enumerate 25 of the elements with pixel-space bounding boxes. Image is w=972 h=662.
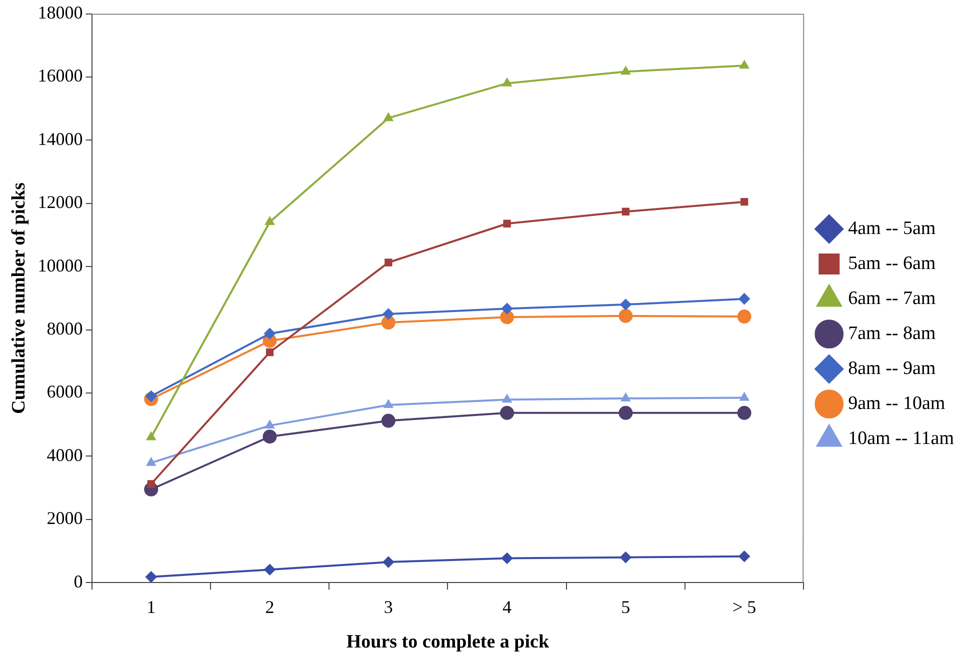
- y-tick-label: 8000: [46, 318, 83, 339]
- y-tick-label: 18000: [38, 2, 83, 23]
- y-tick-label: 14000: [38, 128, 83, 149]
- y-tick-label: 0: [74, 571, 83, 592]
- legend-label: 6am -- 7am: [848, 288, 936, 309]
- y-tick-label: 16000: [38, 66, 83, 86]
- legend-label: 7am -- 8am: [848, 322, 936, 344]
- y-tick-label: 6000: [46, 382, 83, 402]
- legend-label: 9am -- 10am: [848, 392, 946, 414]
- legend-label: 8am -- 9am: [848, 358, 936, 379]
- y-tick-label: 12000: [38, 192, 83, 212]
- legend-label: 10am -- 11am: [848, 428, 954, 449]
- x-tick-label: 3: [384, 597, 393, 618]
- x-tick-label: 2: [265, 597, 274, 618]
- y-axis-title: Cumulative number of picks: [8, 182, 30, 414]
- x-tick-label: 1: [146, 597, 156, 618]
- x-tick-label: > 5: [732, 597, 756, 618]
- x-tick-label: 4: [502, 597, 512, 618]
- x-axis-title: Hours to complete a pick: [346, 632, 550, 653]
- y-tick-label: 4000: [46, 444, 83, 465]
- x-tick-label: 5: [621, 597, 630, 618]
- y-tick-label: 2000: [46, 508, 83, 528]
- y-tick-label: 10000: [38, 255, 83, 276]
- legend-label: 5am -- 6am: [848, 252, 936, 274]
- legend-label: 4am -- 5am: [848, 218, 936, 239]
